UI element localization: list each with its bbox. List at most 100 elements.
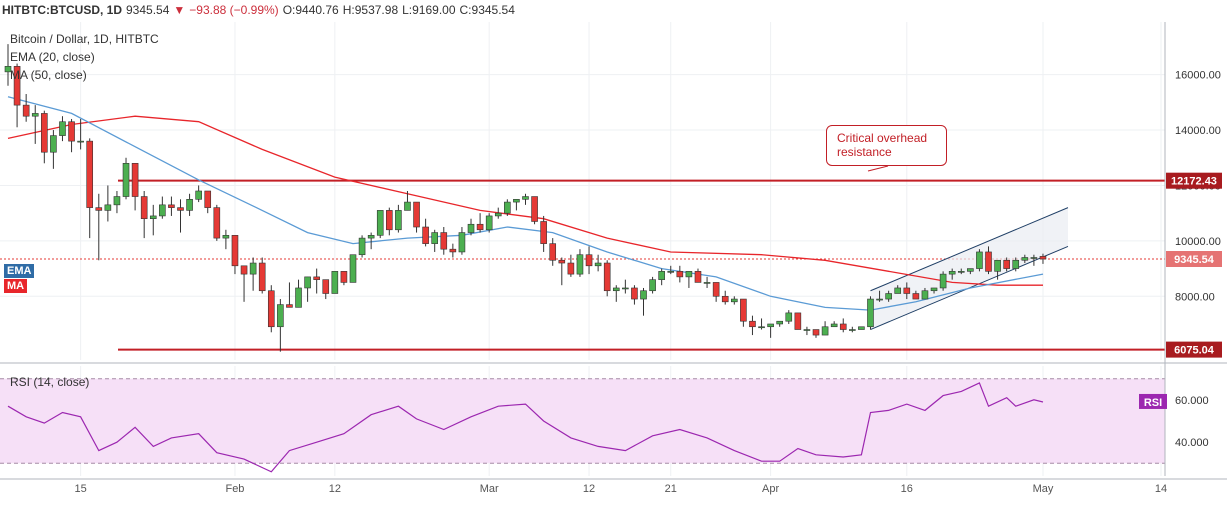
candle	[1021, 254, 1029, 264]
symbol-name[interactable]: HITBTC:BTCUSD, 1D	[2, 3, 122, 17]
x-tick-label: Feb	[225, 483, 244, 495]
x-tick-label: May	[1033, 483, 1054, 495]
candle-body	[267, 290, 275, 328]
rsi-legend[interactable]: RSI (14, close)	[10, 373, 89, 391]
candle-body	[976, 251, 983, 269]
x-tick-label: 12	[329, 483, 341, 495]
candle	[603, 260, 611, 297]
candle	[449, 243, 457, 258]
candle-body	[168, 204, 175, 208]
candle-body	[658, 271, 665, 280]
candle-body	[1039, 256, 1047, 260]
candle	[612, 285, 620, 302]
resistance-price-tag	[1166, 172, 1222, 189]
candle	[767, 323, 774, 338]
candle-body	[576, 254, 584, 275]
candle-body	[522, 196, 529, 200]
candle-body	[1021, 257, 1029, 261]
candle	[77, 118, 84, 150]
candle-body	[440, 232, 448, 250]
channel-upper-line	[870, 207, 1069, 292]
candle	[59, 116, 66, 142]
candle	[921, 287, 929, 300]
x-tick-label: 14	[1155, 483, 1167, 495]
candle	[758, 318, 765, 330]
candle	[640, 287, 647, 316]
candle-body	[531, 196, 538, 222]
candle	[404, 191, 411, 211]
candle	[95, 193, 103, 261]
candle-body	[449, 248, 457, 253]
candle-body	[204, 190, 212, 208]
candle	[912, 290, 920, 300]
candle-body	[649, 279, 656, 292]
candle-body	[131, 162, 139, 197]
candle-body	[957, 271, 965, 273]
candle-body	[358, 237, 366, 256]
candle	[195, 185, 202, 203]
candle-body	[295, 287, 302, 308]
candle	[4, 44, 12, 86]
candle-body	[494, 212, 502, 217]
candle-body	[622, 287, 629, 290]
candle-body	[1012, 259, 1020, 269]
candle-body	[50, 135, 57, 153]
legend-rsi[interactable]: RSI (14, close)	[10, 375, 90, 389]
candle-body	[249, 262, 257, 275]
candle-body	[122, 162, 130, 197]
candle	[622, 279, 629, 294]
annotation-line-2: resistance	[837, 145, 892, 159]
candle-body	[186, 199, 193, 211]
candle-body	[231, 235, 239, 267]
support-price-tag-label: 6075.04	[1174, 345, 1215, 357]
candle	[567, 254, 575, 277]
candle	[186, 193, 193, 216]
candle	[858, 326, 865, 330]
candle	[867, 296, 874, 330]
candle	[485, 213, 493, 233]
x-tick-label: 21	[665, 483, 677, 495]
candle-body	[386, 210, 393, 231]
candle-body	[195, 190, 202, 200]
candle	[558, 257, 566, 286]
candle-body	[894, 287, 902, 294]
candle-body	[985, 251, 992, 272]
candle	[785, 310, 793, 324]
ohlc-low: L:9169.00	[402, 3, 456, 17]
candle	[104, 185, 112, 222]
rsi-value-tag	[1139, 393, 1167, 409]
candle	[885, 290, 892, 302]
candle	[31, 105, 39, 144]
candle	[585, 246, 593, 275]
candle-body	[258, 262, 266, 292]
candle-body	[458, 232, 466, 253]
candle	[50, 130, 57, 169]
annotation-callout[interactable]: Critical overhead resistance	[826, 125, 947, 166]
candle	[794, 312, 802, 330]
candle-body	[104, 204, 112, 211]
candle	[258, 257, 266, 294]
candle-body	[712, 282, 720, 297]
candle	[149, 204, 157, 236]
legend-ma[interactable]: MA (50, close)	[10, 68, 87, 82]
candle-body	[4, 66, 12, 73]
legend-title[interactable]: Bitcoin / Dollar, 1D, HITBTC	[10, 32, 159, 46]
candle-body	[485, 215, 493, 231]
candle-body	[776, 320, 783, 325]
candle	[821, 321, 829, 336]
candle	[803, 326, 811, 336]
candle-body	[213, 207, 221, 239]
candle-body	[603, 262, 611, 292]
candle-body	[640, 290, 647, 300]
candle-body	[994, 259, 1001, 272]
legend-ema[interactable]: EMA (20, close)	[10, 50, 95, 64]
candle	[376, 210, 384, 239]
candle-body	[467, 223, 475, 233]
candle	[313, 268, 320, 294]
candle-body	[413, 201, 420, 228]
candle-body	[703, 282, 711, 284]
candle-body	[1003, 259, 1010, 269]
candle	[1030, 254, 1038, 266]
resistance-price-tag-label: 12172.43	[1171, 176, 1217, 188]
